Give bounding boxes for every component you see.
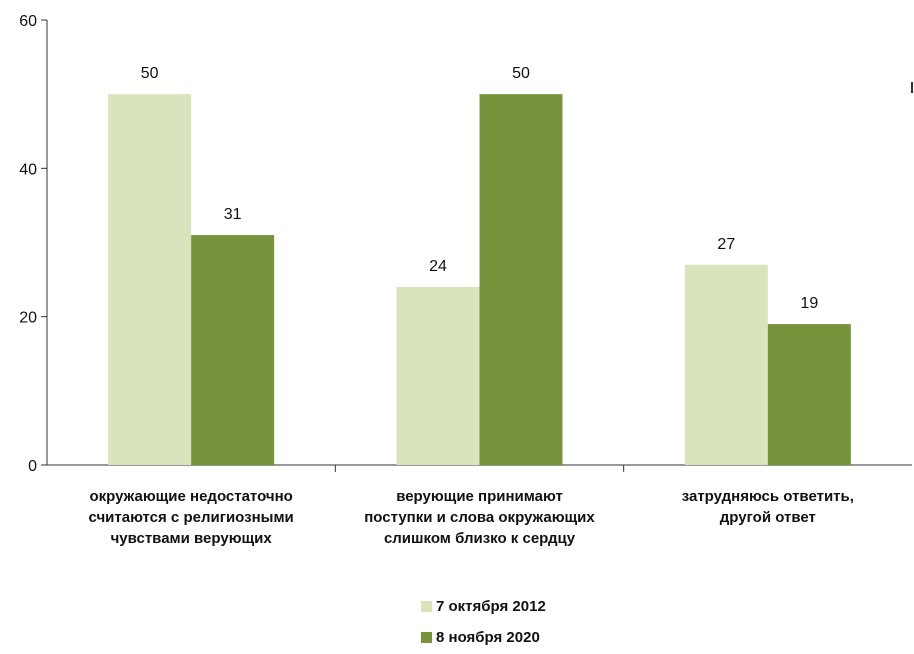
bar	[108, 94, 192, 466]
y-tick-label: 60	[19, 13, 37, 30]
legend-label-2020: 8 ноября 2020	[436, 629, 540, 646]
bar	[767, 324, 851, 465]
bar-value-label: 27	[717, 236, 735, 253]
legend-swatch-2012	[421, 601, 432, 612]
bar	[396, 287, 480, 465]
legend-label-2012: 7 октября 2012	[436, 598, 546, 615]
bar-value-label: 31	[224, 206, 242, 223]
bar-value-label: 50	[141, 65, 159, 82]
x-category-label: затрудняюсь ответить, другой ответ	[681, 488, 854, 526]
legend-item-2020: 8 ноября 2020	[421, 629, 540, 646]
bar	[684, 264, 768, 465]
y-tick-label: 40	[19, 161, 37, 178]
y-tick-label: 0	[28, 458, 37, 475]
bar	[479, 94, 563, 466]
bar	[191, 235, 275, 465]
x-category-label: верующие принимают поступки и слова окру…	[364, 488, 595, 547]
bar-value-label: 19	[800, 295, 818, 312]
x-category-label: окружающие недостаточно считаются с рели…	[88, 488, 294, 547]
y-tick-label: 20	[19, 310, 37, 327]
legend-item-2012: 7 октября 2012	[421, 598, 546, 615]
legend-swatch-2020	[421, 632, 432, 643]
bar-value-label: 50	[512, 65, 530, 82]
bar-value-label: 24	[429, 258, 447, 275]
